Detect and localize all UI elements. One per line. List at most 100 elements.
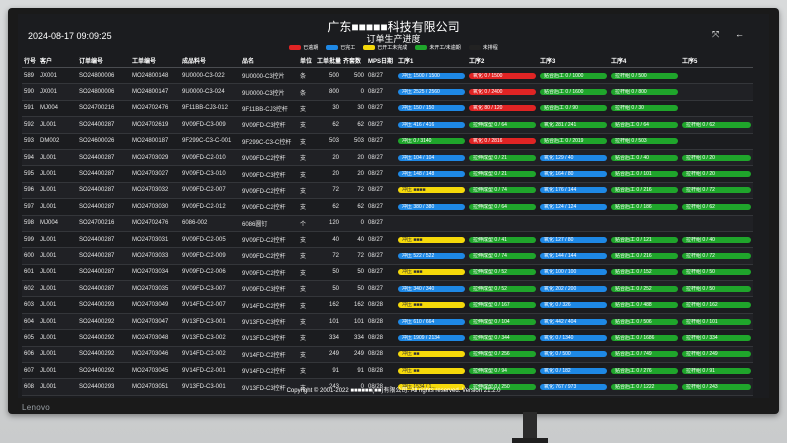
table-row[interactable]: 597 JL001 SO24400287 MO24703030 9V09FD-C2-01… bbox=[22, 198, 753, 216]
progress-bar[interactable]: 氧化 0 / 182 bbox=[540, 367, 607, 374]
progress-bar[interactable]: 冲压 1534 / 1... bbox=[398, 384, 465, 391]
progress-bar[interactable]: 拉伸成型 0 / 104 bbox=[469, 318, 536, 325]
progress-bar[interactable]: 拉杆组 0 / 91 bbox=[682, 367, 751, 374]
progress-bar[interactable]: 氧化 767 / 973 bbox=[540, 384, 607, 391]
table-row[interactable]: 607 JL001 SO24400292 MO24703045 9V14FD-C2-00… bbox=[22, 362, 753, 380]
progress-bar[interactable]: 冲压 1500 / 1500 bbox=[398, 72, 465, 79]
progress-bar[interactable]: 冲压 104 / 104 bbox=[398, 154, 465, 161]
progress-bar[interactable]: 贴合后工 0 / 121 bbox=[611, 236, 678, 243]
progress-bar[interactable]: 拉伸成型 0 / 52 bbox=[469, 285, 536, 292]
table-row[interactable]: 593 DM002 SO24600026 MO24800187 9F299C-C3-C-… bbox=[22, 133, 753, 150]
progress-bar[interactable]: 拉杆组 0 / 50 bbox=[682, 269, 751, 276]
column-header[interactable]: 齐套数 bbox=[341, 54, 366, 68]
progress-bar[interactable]: 贴合后工 0 / 216 bbox=[611, 187, 678, 194]
column-header[interactable]: 工序1 bbox=[396, 54, 467, 68]
progress-bar[interactable]: 贴合后工 0 / 749 bbox=[611, 351, 678, 358]
progress-bar[interactable]: 氧化 0 / 2816 bbox=[469, 138, 536, 145]
progress-bar[interactable]: 拉伸成型 0 / 21 bbox=[469, 154, 536, 161]
progress-bar[interactable]: 拉伸成型 0 / 64 bbox=[469, 203, 536, 210]
progress-bar[interactable]: 拉杆组 0 / 62 bbox=[682, 121, 751, 128]
progress-bar[interactable]: 拉伸成型 0 / 64 bbox=[469, 121, 536, 128]
table-row[interactable]: 591 MJ004 SO24700216 MO24702476 9F11BB-CJ3-0… bbox=[22, 100, 753, 118]
progress-bar[interactable]: 贴合后工 0 / 2019 bbox=[540, 138, 607, 145]
progress-bar[interactable]: 冲压 ■■■ bbox=[398, 302, 465, 309]
progress-bar[interactable]: 拉杆组 0 / 500 bbox=[611, 72, 678, 79]
progress-bar[interactable]: 氧化 442 / 404 bbox=[540, 318, 607, 325]
progress-bar[interactable]: 拉杆组 0 / 20 bbox=[682, 171, 751, 178]
progress-bar[interactable]: 氧化 100 / 100 bbox=[540, 269, 607, 276]
progress-bar[interactable]: 氧化 127 / 80 bbox=[540, 236, 607, 243]
progress-bar[interactable]: 拉杆组 0 / 62 bbox=[682, 203, 751, 210]
progress-bar[interactable]: 冲压 148 / 148 bbox=[398, 171, 465, 178]
column-header[interactable]: 工单编号 bbox=[130, 54, 180, 68]
column-header[interactable]: 成品料号 bbox=[180, 54, 240, 68]
progress-bar[interactable]: 拉伸成型 0 / 167 bbox=[469, 302, 536, 309]
progress-bar[interactable]: 拉伸成型 0 / 250 bbox=[469, 384, 536, 391]
table-row[interactable]: 603 JL001 SO24400293 MO24703049 9V14FD-C2-00… bbox=[22, 296, 753, 314]
progress-bar[interactable]: 冲压 ■■ bbox=[398, 367, 465, 374]
table-row[interactable]: 599 JL001 SO24400287 MO24703031 9V09FD-C2-00… bbox=[22, 231, 753, 249]
progress-bar[interactable]: 贴合后工 0 / 1000 bbox=[540, 72, 607, 79]
progress-bar[interactable]: 贴合后工 0 / 90 bbox=[540, 105, 607, 112]
progress-bar[interactable]: 拉杆组 0 / 72 bbox=[682, 187, 751, 194]
progress-bar[interactable]: 拉伸成型 0 / 74 bbox=[469, 252, 536, 259]
progress-bar[interactable]: 冲压 ■■■ bbox=[398, 269, 465, 276]
progress-bar[interactable]: 拉伸成型 0 / 344 bbox=[469, 334, 536, 341]
progress-bar[interactable]: 拉杆组 0 / 162 bbox=[682, 302, 751, 309]
progress-bar[interactable]: 拉伸成型 0 / 256 bbox=[469, 351, 536, 358]
fullscreen-icon[interactable]: ⤧ bbox=[712, 29, 720, 39]
column-header[interactable]: 客户 bbox=[38, 54, 77, 68]
progress-bar[interactable]: 拉杆组 0 / 243 bbox=[682, 384, 751, 391]
table-row[interactable]: 589 JX001 SO24800006 MO24800148 9U0000-C3-02… bbox=[22, 67, 753, 85]
progress-bar[interactable]: 氧化 0 / 1500 bbox=[469, 72, 536, 79]
progress-bar[interactable]: 贴合后工 0 / 276 bbox=[611, 367, 678, 374]
table-row[interactable]: 590 JX001 SO24800006 MO24800147 9U0000-C3-02… bbox=[22, 83, 753, 101]
table-row[interactable]: 601 JL001 SO24400287 MO24703034 9V09FD-C2-00… bbox=[22, 264, 753, 282]
progress-bar[interactable]: 拉杆组 0 / 72 bbox=[682, 252, 751, 259]
progress-bar[interactable]: 贴合后工 0 / 488 bbox=[611, 302, 678, 309]
progress-bar[interactable]: 贴合后工 0 / 64 bbox=[611, 121, 678, 128]
table-row[interactable]: 595 JL001 SO24400287 MO24703027 9V09FD-C3-01… bbox=[22, 165, 753, 183]
column-header[interactable]: 单位 bbox=[298, 54, 315, 68]
progress-bar[interactable]: 冲压 2525 / 2560 bbox=[398, 89, 465, 96]
table-row[interactable]: 605 JL001 SO24400292 MO24703048 9V13FD-C3-00… bbox=[22, 329, 753, 347]
progress-bar[interactable]: 拉杆组 0 / 50 bbox=[682, 285, 751, 292]
progress-bar[interactable]: 拉杆组 0 / 334 bbox=[682, 334, 751, 341]
progress-bar[interactable]: 氧化 0 / 2400 bbox=[469, 89, 536, 96]
progress-bar[interactable]: 拉杆组 0 / 800 bbox=[611, 89, 678, 96]
progress-bar[interactable]: 拉杆组 0 / 40 bbox=[682, 236, 751, 243]
progress-bar[interactable]: 冲压 340 / 340 bbox=[398, 285, 465, 292]
progress-bar[interactable]: 拉杆组 0 / 20 bbox=[682, 154, 751, 161]
progress-bar[interactable]: 冲压 416 / 416 bbox=[398, 121, 465, 128]
progress-bar[interactable]: 冲压 522 / 522 bbox=[398, 252, 465, 259]
progress-bar[interactable]: 冲压 0 / 3140 bbox=[398, 138, 465, 145]
progress-bar[interactable]: 贴合后工 0 / 1686 bbox=[611, 334, 678, 341]
column-header[interactable]: 工序3 bbox=[538, 54, 609, 68]
progress-bar[interactable]: 拉杆组 0 / 503 bbox=[611, 138, 678, 145]
progress-bar[interactable]: 拉伸成型 0 / 52 bbox=[469, 269, 536, 276]
progress-bar[interactable]: 冲压 ■■■■ bbox=[398, 187, 465, 194]
column-header[interactable]: 工序5 bbox=[680, 54, 753, 68]
progress-bar[interactable]: 拉伸成型 0 / 41 bbox=[469, 236, 536, 243]
column-header[interactable]: MPS日期 bbox=[366, 54, 396, 68]
table-row[interactable]: 602 JL001 SO24400287 MO24703035 9V09FD-C3-00… bbox=[22, 280, 753, 298]
progress-bar[interactable]: 冲压 150 / 150 bbox=[398, 105, 465, 112]
table-row[interactable]: 598 MJ004 SO24700216 MO24702476 6086-002 6086… bbox=[22, 215, 753, 232]
table-row[interactable]: 604 JL001 SO24400292 MO24703047 9V13FD-C3-00… bbox=[22, 313, 753, 331]
table-row[interactable]: 592 JL001 SO24400287 MO24702619 9V09FD-C3-00… bbox=[22, 116, 753, 134]
table-row[interactable]: 596 JL001 SO24400287 MO24703032 9V09FD-C2-00… bbox=[22, 182, 753, 200]
progress-bar[interactable]: 氧化 144 / 144 bbox=[540, 252, 607, 259]
column-header[interactable]: 订单编号 bbox=[77, 54, 130, 68]
progress-bar[interactable]: 氧化 129 / 40 bbox=[540, 154, 607, 161]
column-header[interactable]: 行号 bbox=[22, 54, 38, 68]
progress-bar[interactable]: 贴合后工 0 / 1600 bbox=[540, 89, 607, 96]
progress-bar[interactable]: 氧化 0 / 500 bbox=[540, 351, 607, 358]
progress-bar[interactable]: 拉伸成型 0 / 94 bbox=[469, 367, 536, 374]
table-row[interactable]: 594 JL001 SO24400287 MO24703029 9V09FD-C2-01… bbox=[22, 149, 753, 167]
progress-bar[interactable]: 拉杆组 0 / 101 bbox=[682, 318, 751, 325]
progress-bar[interactable]: 氧化 281 / 241 bbox=[540, 121, 607, 128]
progress-bar[interactable]: 冲压 610 / 664 bbox=[398, 318, 465, 325]
progress-bar[interactable]: 氧化 80 / 120 bbox=[469, 105, 536, 112]
progress-bar[interactable]: 氧化 164 / 80 bbox=[540, 171, 607, 178]
progress-bar[interactable]: 贴合后工 0 / 101 bbox=[611, 171, 678, 178]
